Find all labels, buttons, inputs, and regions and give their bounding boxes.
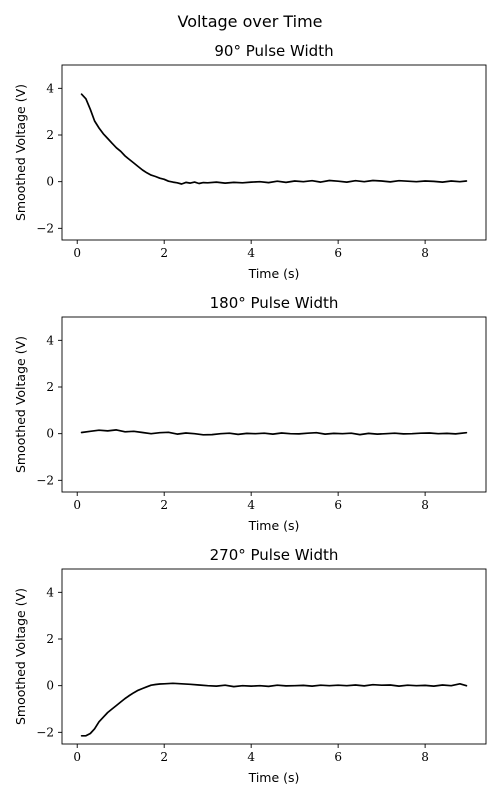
x-axis-label: Time (s) [248, 518, 300, 533]
chart-panel-2: 180° Pulse Width 0 2 4 6 8 −2 0 2 4 Time (s) Smooth… [13, 294, 487, 533]
axes-frame [61, 568, 487, 745]
x-tick-label: 8 [421, 246, 429, 260]
x-axis-label: Time (s) [248, 266, 300, 281]
chart-panel-3: 270° Pulse Width 0 2 4 6 8 −2 0 2 4 Time (s) Smooth… [13, 546, 487, 785]
y-tick-label: −2 [36, 473, 54, 487]
y-tick-label: 4 [46, 585, 54, 599]
x-tick-label: 2 [160, 246, 168, 260]
x-tick-label: 6 [334, 246, 342, 260]
y-axis-label: Smoothed Voltage (V) [13, 588, 28, 725]
panel-title: 270° Pulse Width [210, 546, 339, 564]
series-line [80, 682, 468, 737]
y-tick-label: 4 [46, 81, 54, 95]
x-tick-label: 8 [421, 498, 429, 512]
x-tick-label: 0 [73, 498, 81, 512]
x-tick-label: 0 [73, 246, 81, 260]
y-tick-label: 0 [46, 679, 54, 693]
x-tick-label: 4 [247, 498, 255, 512]
y-tick-label: −2 [36, 221, 54, 235]
y-tick-label: 4 [46, 333, 54, 347]
y-tick-label: 2 [46, 632, 54, 646]
x-tick-label: 8 [421, 750, 429, 764]
x-tick-label: 4 [247, 750, 255, 764]
y-tick-label: −2 [36, 725, 54, 739]
y-tick-label: 0 [46, 175, 54, 189]
series-line [80, 93, 468, 185]
y-axis-label: Smoothed Voltage (V) [13, 336, 28, 473]
x-tick-label: 0 [73, 750, 81, 764]
x-tick-label: 2 [160, 750, 168, 764]
y-tick-label: 0 [46, 427, 54, 441]
axes-frame [61, 316, 487, 493]
x-axis-label: Time (s) [248, 770, 300, 785]
panel-title: 90° Pulse Width [214, 42, 333, 60]
y-tick-label: 2 [46, 380, 54, 394]
x-tick-label: 4 [247, 246, 255, 260]
y-tick-label: 2 [46, 128, 54, 142]
series-line [80, 429, 468, 436]
chart-panel-1: 90° Pulse Width 0 2 4 6 8 −2 0 2 4 Time (s) Smoothe… [13, 42, 487, 281]
x-tick-label: 6 [334, 498, 342, 512]
x-tick-label: 6 [334, 750, 342, 764]
figure-title: Voltage over Time [177, 12, 322, 31]
axes-frame [61, 64, 487, 241]
y-axis-label: Smoothed Voltage (V) [13, 84, 28, 221]
x-tick-label: 2 [160, 498, 168, 512]
panel-title: 180° Pulse Width [210, 294, 339, 312]
